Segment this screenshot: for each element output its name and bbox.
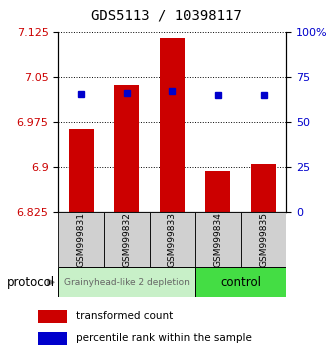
Bar <box>58 212 104 267</box>
Text: percentile rank within the sample: percentile rank within the sample <box>76 333 252 343</box>
Bar <box>104 212 150 267</box>
Text: Grainyhead-like 2 depletion: Grainyhead-like 2 depletion <box>64 278 190 287</box>
Bar <box>150 212 195 267</box>
Text: GSM999832: GSM999832 <box>122 212 131 267</box>
Bar <box>69 129 94 212</box>
Text: control: control <box>220 276 261 289</box>
Bar <box>241 212 286 267</box>
Text: GSM999831: GSM999831 <box>77 212 86 267</box>
Text: GSM999833: GSM999833 <box>168 212 177 267</box>
Text: GDS5113 / 10398117: GDS5113 / 10398117 <box>91 9 242 23</box>
Text: transformed count: transformed count <box>76 312 173 321</box>
Bar <box>195 267 286 297</box>
Bar <box>114 85 139 212</box>
Text: GSM999834: GSM999834 <box>213 212 222 267</box>
Text: protocol: protocol <box>7 276 55 289</box>
Bar <box>160 38 185 212</box>
Text: GSM999835: GSM999835 <box>259 212 268 267</box>
Bar <box>251 164 276 212</box>
Bar <box>195 212 241 267</box>
Bar <box>205 171 230 212</box>
Bar <box>58 267 195 297</box>
Bar <box>38 332 67 345</box>
Bar <box>38 310 67 323</box>
